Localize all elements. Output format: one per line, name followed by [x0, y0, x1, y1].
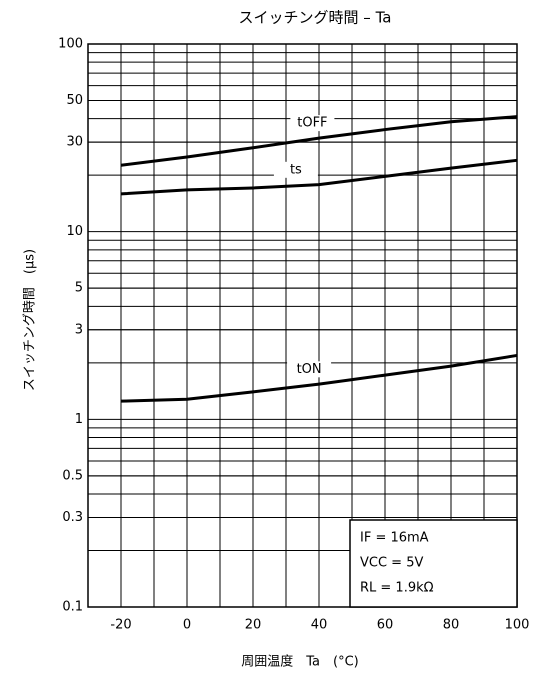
series-label: tOFF	[297, 116, 327, 131]
y-tick-label: 10	[66, 224, 83, 239]
y-tick-label: 1	[75, 412, 83, 427]
annotation: IF = 16mA	[360, 531, 429, 546]
x-tick-label: -20	[110, 618, 131, 633]
x-tick-label: 20	[245, 618, 262, 633]
x-tick-label: 40	[311, 618, 328, 633]
plot-frame	[87, 43, 518, 608]
label-bg	[273, 161, 318, 178]
x-tick-label: 80	[443, 618, 460, 633]
series-label: ts	[290, 162, 302, 177]
x-tick-label: 60	[377, 618, 394, 633]
x-tick-label: 0	[183, 618, 191, 633]
x-tick-label: 100	[505, 618, 530, 633]
label-bg	[290, 115, 335, 132]
annotation-box	[349, 519, 518, 608]
series-line	[120, 158, 518, 196]
annotation: VCC = 5V	[360, 556, 423, 571]
y-tick-label: 0.5	[62, 468, 83, 483]
y-tick-label: 30	[66, 135, 83, 150]
series-line	[120, 353, 518, 403]
y-tick-label: 5	[75, 281, 83, 296]
chart-title: スイッチング時間 – Ta	[239, 9, 392, 27]
y-tick-label: 0.3	[62, 510, 83, 525]
y-tick-label: 3	[75, 322, 83, 337]
x-axis-label: 周囲温度 Ta (°C)	[241, 654, 358, 670]
label-bg	[287, 361, 332, 378]
annotation: RL = 1.9kΩ	[360, 581, 434, 596]
y-tick-label: 0.1	[62, 600, 83, 615]
y-tick-label: 50	[66, 93, 83, 108]
series-line	[120, 115, 518, 167]
y-axis-label: スイッチング時間 (μs)	[23, 249, 38, 391]
series-label: tON	[297, 362, 322, 377]
y-tick-label: 100	[58, 37, 83, 52]
